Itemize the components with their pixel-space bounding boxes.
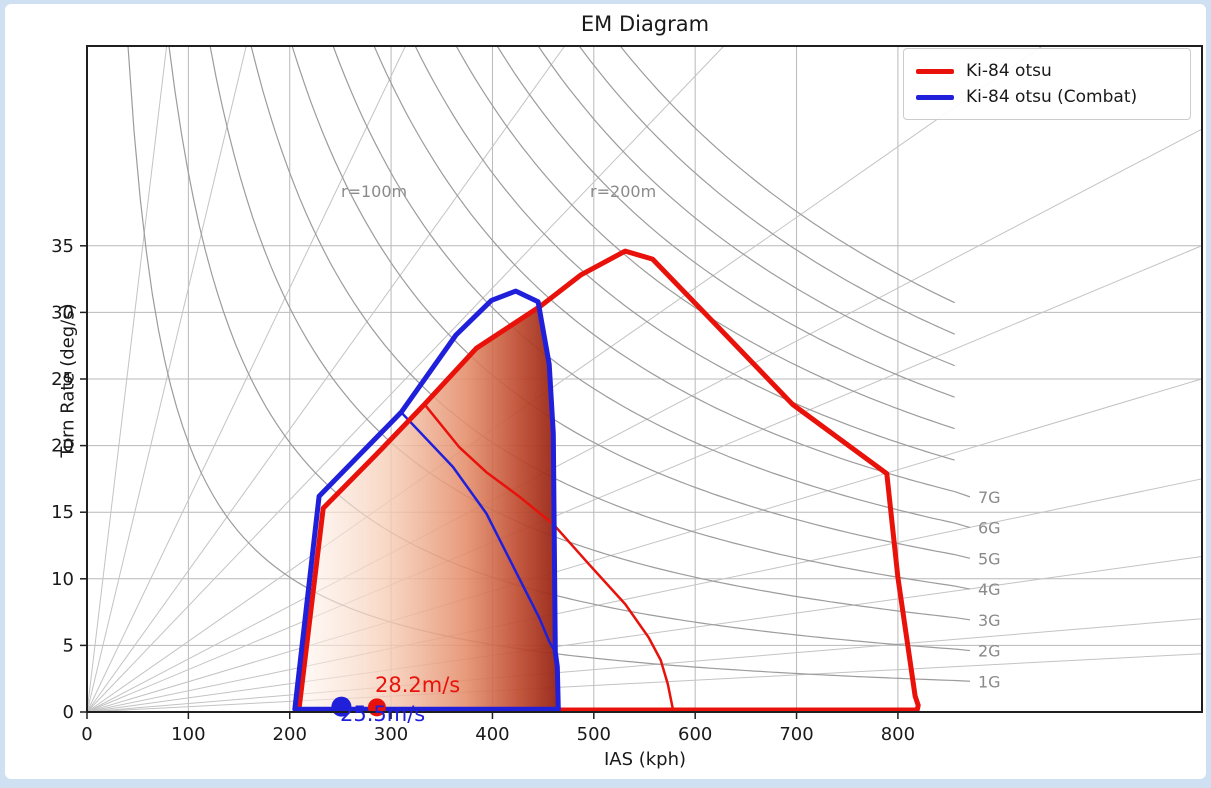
svg-text:5: 5 [63,635,74,656]
climb-rate-annotation-red: 28.2m/s [375,673,461,697]
svg-text:10: 10 [51,569,74,590]
legend-red-line-swatch [916,68,954,74]
svg-text:30: 30 [51,302,74,323]
svg-text:35: 35 [51,236,74,257]
svg-text:r=200m: r=200m [590,182,656,201]
y-axis-label: Turn Rate (deg/s) [57,303,79,458]
svg-text:700: 700 [779,724,813,745]
svg-text:r=100m: r=100m [341,182,407,201]
legend-label: Ki-84 otsu [966,61,1052,81]
climb-rate-annotation-blue: 25.5m/s [340,702,426,726]
legend-entry-ki84-otsu-combat: Ki-84 otsu (Combat) [916,84,1178,110]
legend: Ki-84 otsu Ki-84 otsu (Combat) [903,48,1191,120]
svg-text:6G: 6G [978,519,1001,538]
svg-text:25: 25 [51,369,74,390]
legend-entry-ki84-otsu: Ki-84 otsu [916,58,1178,84]
svg-text:20: 20 [51,436,74,457]
figure-canvas: r=100m r=200m 1G 2G 3G 4G 5G 6G 7G 0 100 200 300 400 5… [5,4,1206,779]
svg-text:5G: 5G [978,549,1001,568]
svg-text:7G: 7G [978,488,1001,507]
svg-text:0: 0 [63,702,74,723]
svg-text:200: 200 [273,724,307,745]
svg-text:1G: 1G [978,672,1001,691]
x-axis-label: IAS (kph) [603,749,687,770]
svg-text:4G: 4G [978,580,1001,599]
svg-text:400: 400 [475,724,509,745]
svg-text:800: 800 [881,724,915,745]
svg-text:2G: 2G [978,642,1001,661]
svg-text:300: 300 [374,724,408,745]
legend-blue-line-swatch [916,94,954,100]
svg-text:3G: 3G [978,611,1001,630]
svg-text:15: 15 [51,502,74,523]
chart-title: EM Diagram [580,12,710,36]
legend-label: Ki-84 otsu (Combat) [966,87,1138,107]
svg-text:500: 500 [577,724,611,745]
svg-text:100: 100 [171,724,205,745]
svg-text:600: 600 [678,724,712,745]
svg-text:0: 0 [81,724,92,745]
